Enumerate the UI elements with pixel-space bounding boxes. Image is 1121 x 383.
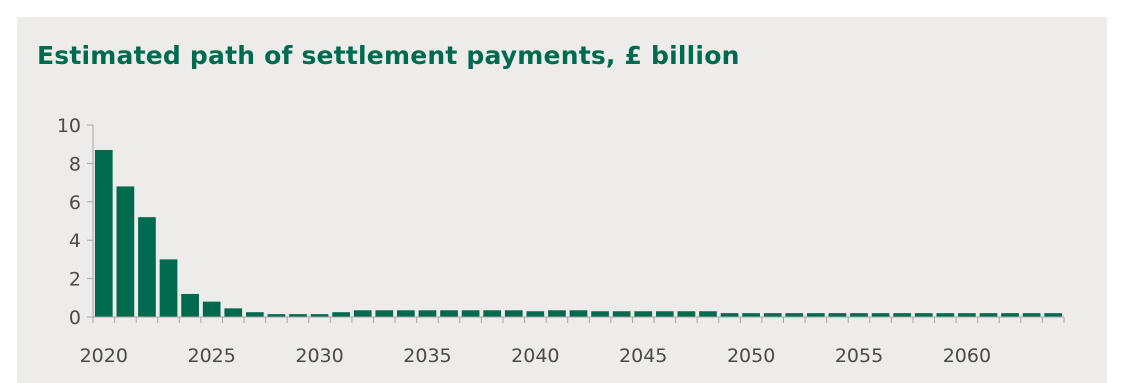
bar (828, 313, 847, 317)
y-tick-label: 0 (69, 307, 81, 329)
bar (159, 259, 178, 317)
bar (807, 313, 825, 317)
bar (677, 311, 696, 317)
bar (569, 310, 588, 317)
bar (763, 313, 782, 317)
y-tick-label: 8 (69, 153, 81, 175)
x-tick-label: 2020 (80, 345, 128, 367)
bar (742, 313, 760, 317)
bar (94, 149, 113, 317)
bar (461, 310, 480, 317)
bar (785, 313, 804, 317)
bar (483, 310, 502, 317)
bar (979, 313, 998, 317)
y-tick-label: 2 (69, 269, 81, 291)
bar (418, 310, 437, 317)
bar (202, 301, 221, 317)
x-tick-label: 2055 (835, 345, 883, 367)
bar-chart: 0 2 4 6 8 10 2020 2025 2030 2035 2040 2045 2050 2055 2… (57, 115, 1065, 367)
bar (440, 310, 458, 317)
chart-panel: Estimated path of settlement payments, £… (17, 17, 1107, 383)
bar (591, 311, 609, 317)
bar (267, 314, 286, 317)
bar (224, 308, 243, 317)
bar (245, 312, 264, 317)
x-tick-label: 2045 (619, 345, 667, 367)
bar (720, 313, 739, 317)
bar (526, 311, 545, 317)
bar (893, 313, 912, 317)
x-tick-label: 2040 (511, 345, 559, 367)
bar (375, 310, 394, 317)
y-tick-label: 10 (57, 115, 81, 137)
x-tick-label: 2060 (943, 345, 991, 367)
chart-title: Estimated path of settlement payments, £… (37, 41, 740, 70)
bar (181, 293, 199, 317)
bar (138, 217, 156, 317)
y-tick-label: 4 (69, 230, 81, 252)
bar (548, 310, 566, 317)
bar (353, 310, 372, 317)
bar (504, 310, 523, 317)
bar (655, 311, 674, 317)
bar (699, 311, 717, 317)
bar (332, 312, 350, 317)
y-tick-label: 6 (69, 192, 81, 214)
bar (612, 311, 631, 317)
x-tick-label: 2050 (727, 345, 775, 367)
bar (1001, 313, 1019, 317)
x-tick-label: 2030 (295, 345, 343, 367)
bar (116, 186, 135, 317)
bar (958, 313, 976, 317)
bar (871, 313, 890, 317)
bar (634, 311, 653, 317)
bar (936, 313, 955, 317)
x-tick-label: 2025 (187, 345, 235, 367)
bar (397, 310, 415, 317)
bar (1044, 313, 1063, 317)
bar (289, 314, 307, 317)
x-tick-label: 2035 (403, 345, 451, 367)
bar (310, 314, 329, 317)
bar (914, 313, 933, 317)
bar (1022, 313, 1041, 317)
bar (850, 313, 868, 317)
